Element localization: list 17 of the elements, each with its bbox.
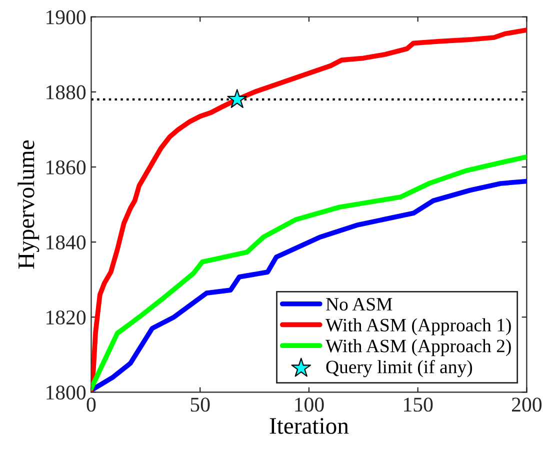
legend-label: No ASM — [326, 298, 392, 311]
x-tick-label: 200 — [512, 398, 542, 412]
y-tick-label: 1800 — [46, 386, 86, 400]
x-tick-label: 150 — [404, 398, 433, 412]
legend-label: With ASM (Approach 2) — [326, 339, 511, 356]
y-tick-label: 1860 — [46, 160, 86, 174]
x-tick-label: 100 — [295, 398, 324, 412]
y-tick-label: 1820 — [46, 310, 86, 325]
legend-label: With ASM (Approach 1) — [326, 318, 511, 336]
y-tick-label: 1900 — [46, 10, 86, 24]
y-tick-label: 1840 — [46, 235, 86, 250]
x-axis-title: Iteration — [270, 418, 349, 434]
y-axis-title: Hypervolume — [18, 140, 40, 269]
y-tick-label: 1880 — [46, 85, 86, 100]
x-tick-label: 50 — [190, 398, 210, 412]
legend-label: Query limit (if any) — [326, 360, 472, 378]
x-tick-label: 0 — [86, 398, 96, 412]
